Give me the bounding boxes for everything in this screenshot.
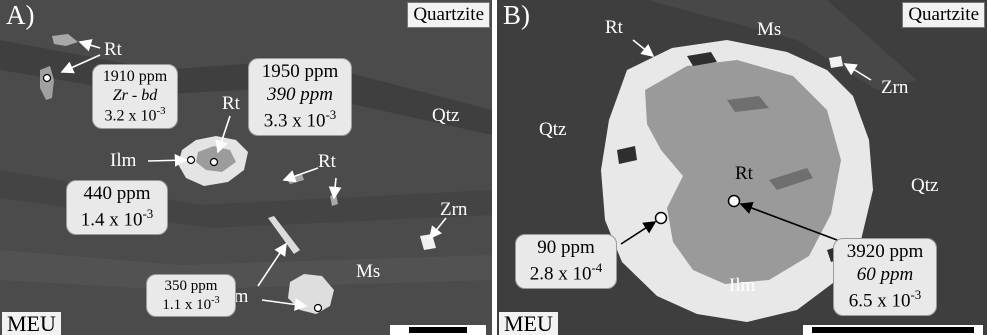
measurement-line: 6.5 x 10 bbox=[848, 289, 911, 311]
mineral-label-ms: Ms bbox=[356, 261, 381, 282]
mineral-label-ilm: Ilm bbox=[729, 275, 756, 296]
measurement-line: 390 ppm bbox=[267, 83, 333, 105]
mineral-label-qtz: Qtz bbox=[539, 119, 567, 140]
measurement-line: 90 ppm bbox=[537, 237, 595, 258]
measurement-exponent: -3 bbox=[156, 105, 166, 118]
zircon-grain bbox=[829, 56, 843, 68]
foliation-band bbox=[0, 250, 492, 290]
measurement-exponent: -3 bbox=[211, 295, 220, 306]
analysis-spot bbox=[42, 73, 52, 83]
measurement-line: 1950 ppm bbox=[261, 61, 339, 82]
inclusion bbox=[769, 168, 813, 190]
measurement-exponent: -3 bbox=[325, 106, 337, 122]
pore bbox=[687, 52, 717, 66]
site-label: MEU bbox=[499, 312, 558, 335]
panel-letter: B) bbox=[503, 0, 530, 30]
mineral-label-ms: Ms bbox=[757, 19, 782, 40]
panel-a: A) Quartzite Rt Rt Rt Ilm Ilm Qtz Zrn Ms… bbox=[0, 0, 492, 335]
analysis-spot bbox=[654, 211, 668, 225]
mineral-label-rt: Rt bbox=[222, 93, 240, 114]
analysis-spot bbox=[186, 155, 196, 165]
rock-type-label: Quartzite bbox=[407, 2, 490, 28]
mineral-label-rt: Rt bbox=[318, 151, 336, 172]
measurement-line: 3.3 x 10 bbox=[263, 109, 326, 131]
measurement-line: Zr - bd bbox=[112, 87, 158, 105]
mineral-label-rt: Rt bbox=[735, 163, 753, 184]
measurement-box: 440 ppm 1.4 x 10-3 bbox=[66, 180, 168, 235]
inclusion bbox=[727, 96, 769, 112]
rock-type-label: Quartzite bbox=[902, 2, 985, 28]
mineral-label-ilm: Ilm bbox=[110, 150, 137, 171]
mineral-label-qtz: Qtz bbox=[911, 175, 939, 196]
mineral-label-zrn: Zrn bbox=[440, 199, 468, 220]
measurement-box: 350 ppm 1.1 x 10-3 bbox=[146, 274, 236, 317]
measurement-box: 3920 ppm 60 ppm 6.5 x 10-3 bbox=[833, 238, 937, 316]
foliation-band bbox=[0, 40, 492, 135]
measurement-line: 1.4 x 10 bbox=[80, 209, 143, 231]
measurement-line: 2.8 x 10 bbox=[529, 263, 592, 285]
ilmenite-lath bbox=[268, 216, 300, 254]
measurement-exponent: -3 bbox=[142, 205, 154, 221]
measurement-exponent: -3 bbox=[910, 286, 922, 302]
measurement-line: 440 ppm bbox=[83, 183, 151, 204]
analysis-spot bbox=[727, 194, 741, 208]
measurement-line: 3920 ppm bbox=[846, 241, 924, 262]
rutile-grain bbox=[52, 34, 78, 46]
analysis-spot bbox=[209, 157, 219, 167]
measurement-line: 1910 ppm bbox=[102, 68, 168, 85]
panel-a-bse-image bbox=[0, 0, 492, 335]
pore bbox=[617, 146, 637, 164]
analysis-spot bbox=[313, 303, 323, 313]
panel-b: B) Quartzite Rt Ms Zrn Qtz Qtz Rt Ilm 90… bbox=[497, 0, 987, 335]
scale-bar bbox=[390, 325, 486, 335]
measurement-box: 1910 ppm Zr - bd 3.2 x 10-3 bbox=[92, 64, 178, 129]
measurement-line: 1.1 x 10 bbox=[162, 297, 212, 313]
mineral-label-rt: Rt bbox=[104, 39, 122, 60]
measurement-line: 60 ppm bbox=[856, 263, 914, 285]
measurement-box: 1950 ppm 390 ppm 3.3 x 10-3 bbox=[248, 58, 352, 136]
measurement-exponent: -4 bbox=[591, 259, 603, 275]
mineral-label-qtz: Qtz bbox=[432, 105, 460, 126]
rutile-grain bbox=[40, 66, 54, 100]
measurement-line: 3.2 x 10 bbox=[104, 107, 157, 125]
mineral-label-rt: Rt bbox=[605, 17, 623, 38]
measurement-box: 90 ppm 2.8 x 10-4 bbox=[515, 234, 617, 289]
scale-bar bbox=[803, 325, 983, 335]
measurement-line: 350 ppm bbox=[164, 278, 218, 294]
panel-letter: A) bbox=[6, 0, 35, 30]
site-label: MEU bbox=[2, 312, 61, 335]
mineral-label-zrn: Zrn bbox=[881, 77, 909, 98]
